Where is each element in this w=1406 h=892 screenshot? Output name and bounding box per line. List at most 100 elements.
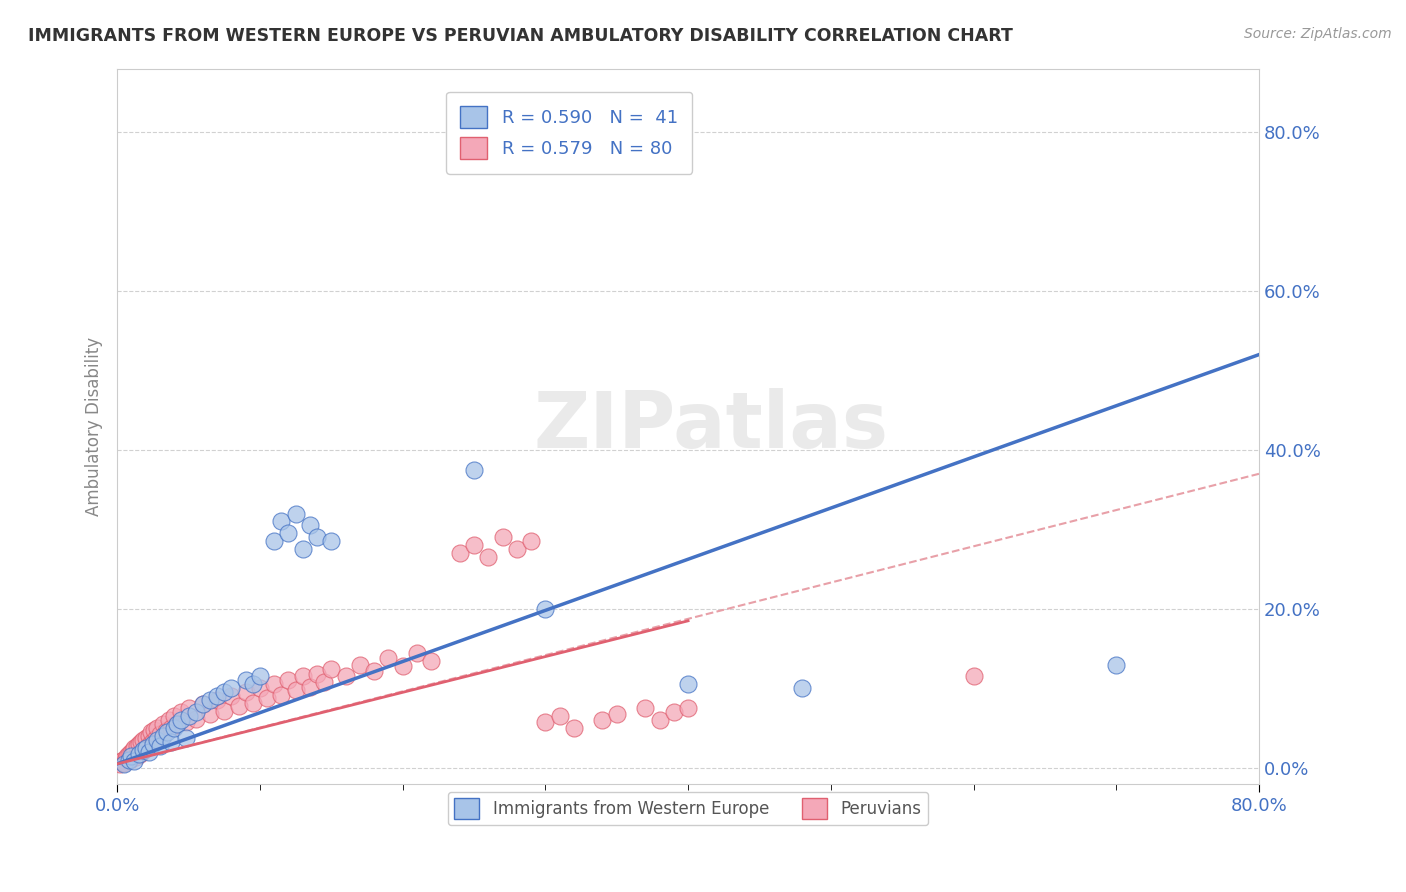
Point <box>349 657 371 672</box>
Point <box>191 698 214 712</box>
Point <box>562 721 585 735</box>
Point <box>170 705 193 719</box>
Point <box>277 673 299 688</box>
Point <box>249 669 271 683</box>
Point <box>131 735 153 749</box>
Point <box>477 550 499 565</box>
Point <box>143 723 166 737</box>
Point <box>284 507 307 521</box>
Point <box>163 709 186 723</box>
Point <box>174 731 197 745</box>
Point <box>634 701 657 715</box>
Point <box>363 664 385 678</box>
Point <box>463 538 485 552</box>
Point <box>166 717 188 731</box>
Point <box>118 753 141 767</box>
Point <box>156 725 179 739</box>
Point <box>321 661 343 675</box>
Point <box>314 675 336 690</box>
Point <box>184 705 207 719</box>
Point <box>242 696 264 710</box>
Point <box>135 731 157 745</box>
Point <box>108 756 131 771</box>
Point <box>676 701 699 715</box>
Point <box>420 654 443 668</box>
Point <box>128 737 150 751</box>
Y-axis label: Ambulatory Disability: Ambulatory Disability <box>86 336 103 516</box>
Point <box>163 721 186 735</box>
Point <box>121 748 143 763</box>
Point <box>111 753 134 767</box>
Point <box>152 717 174 731</box>
Point <box>155 724 177 739</box>
Point <box>129 747 152 761</box>
Point <box>235 673 257 688</box>
Point <box>263 534 285 549</box>
Point <box>676 677 699 691</box>
Point <box>305 667 328 681</box>
Point <box>198 706 221 721</box>
Point <box>270 515 292 529</box>
Point <box>152 729 174 743</box>
Point <box>128 747 150 761</box>
Point <box>160 721 183 735</box>
Point <box>1105 657 1128 672</box>
Point <box>166 717 188 731</box>
Point <box>149 739 172 753</box>
Point <box>132 743 155 757</box>
Point <box>124 741 146 756</box>
Point <box>548 709 571 723</box>
Point <box>127 739 149 753</box>
Point <box>221 681 243 696</box>
Point <box>122 743 145 757</box>
Point <box>112 756 135 771</box>
Point <box>160 735 183 749</box>
Point <box>534 714 557 729</box>
Point <box>174 714 197 729</box>
Point <box>291 669 314 683</box>
Point <box>235 685 257 699</box>
Point <box>277 526 299 541</box>
Point <box>184 712 207 726</box>
Point <box>256 690 278 705</box>
Text: IMMIGRANTS FROM WESTERN EUROPE VS PERUVIAN AMBULATORY DISABILITY CORRELATION CHA: IMMIGRANTS FROM WESTERN EUROPE VS PERUVI… <box>28 27 1012 45</box>
Point <box>177 701 200 715</box>
Point <box>198 693 221 707</box>
Point <box>606 706 628 721</box>
Point <box>136 740 159 755</box>
Point <box>149 727 172 741</box>
Point <box>124 755 146 769</box>
Point <box>212 685 235 699</box>
Point <box>205 690 228 704</box>
Point <box>141 725 163 739</box>
Point <box>591 713 613 727</box>
Point <box>117 747 139 761</box>
Point <box>449 546 471 560</box>
Point <box>212 704 235 718</box>
Point <box>506 542 529 557</box>
Point <box>406 646 429 660</box>
Point <box>170 713 193 727</box>
Point <box>298 680 321 694</box>
Point <box>321 534 343 549</box>
Point <box>335 669 357 683</box>
Point <box>132 733 155 747</box>
Point <box>221 690 243 704</box>
Point <box>391 659 413 673</box>
Legend: Immigrants from Western Europe, Peruvians: Immigrants from Western Europe, Peruvian… <box>447 792 928 825</box>
Point <box>792 681 814 696</box>
Point <box>117 753 139 767</box>
Point <box>146 733 169 747</box>
Point <box>139 737 162 751</box>
Point <box>191 698 214 712</box>
Point <box>534 602 557 616</box>
Point <box>298 518 321 533</box>
Point <box>135 741 157 756</box>
Point <box>263 677 285 691</box>
Point <box>142 737 165 751</box>
Point <box>291 542 314 557</box>
Point <box>142 734 165 748</box>
Point <box>157 713 180 727</box>
Point <box>138 745 160 759</box>
Point <box>138 729 160 743</box>
